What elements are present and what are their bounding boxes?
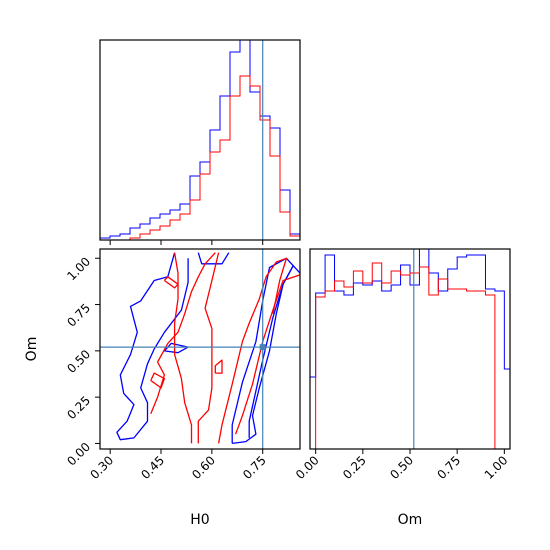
hist-om-step-red [310, 262, 510, 450]
contour-line-red-0 [150, 252, 216, 415]
x-axis-label-h0: H0 [190, 512, 209, 528]
contour-line-red-4 [150, 372, 166, 389]
hist-h0-frame [99, 39, 301, 241]
x-axis-label-om: Om [398, 512, 423, 528]
hist-h0-step-red [100, 75, 301, 241]
contour-line-blue-1 [197, 252, 230, 265]
contour-line-red-7 [214, 359, 223, 374]
hist-h0-panel [99, 39, 301, 245]
contour-line-red-2 [197, 252, 220, 444]
hist-om-step-blue [310, 248, 510, 378]
truth-marker [259, 344, 266, 351]
contour-line-blue-4 [248, 265, 300, 438]
contour-line-red-6 [217, 257, 288, 444]
contour-frame [99, 248, 301, 450]
hist-h0-x-ticks [109, 240, 264, 245]
hist-om-frame [309, 248, 511, 450]
hist-h0-step-blue [99, 39, 301, 240]
contour-line-red-1 [173, 252, 193, 444]
contour-line-blue-0 [116, 252, 189, 441]
y-axis-label-om: Om [24, 337, 40, 362]
contour-line-red-3 [163, 276, 179, 289]
